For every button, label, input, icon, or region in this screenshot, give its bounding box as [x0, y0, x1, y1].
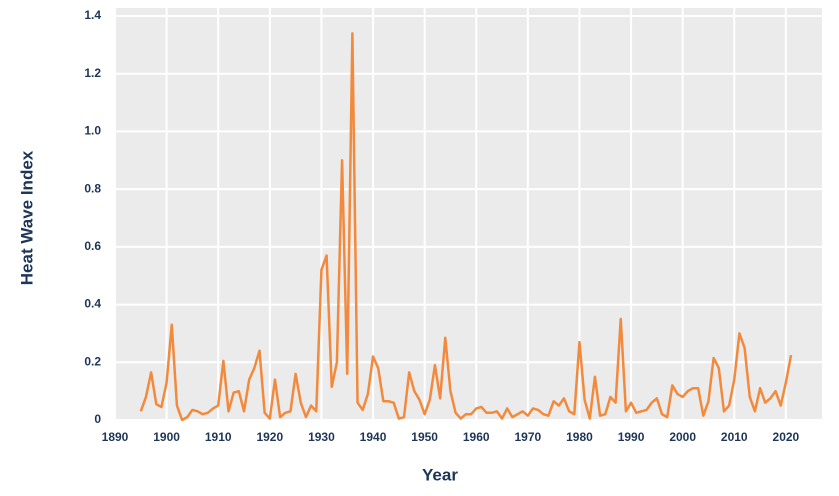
x-tick-label: 2010: [721, 430, 748, 444]
x-tick-label: 1960: [463, 430, 490, 444]
data-line: [139, 32, 793, 422]
y-tick-label: 1.2: [84, 66, 101, 80]
x-tick-label: 1920: [256, 430, 283, 444]
plot-background: [115, 8, 822, 420]
x-tick-label: 1970: [514, 430, 541, 444]
y-tick-label: 1.0: [84, 124, 101, 138]
x-axis-title: Year: [422, 465, 458, 484]
y-axis-title: Heat Wave Index: [17, 150, 36, 285]
x-tick-label: 1950: [411, 430, 438, 444]
y-tick-label: 0.2: [84, 354, 101, 368]
y-tick-label: 0: [94, 412, 101, 426]
y-tick-label: 1.4: [84, 8, 101, 22]
x-tick-label: 2000: [669, 430, 696, 444]
x-tick-label: 1940: [360, 430, 387, 444]
x-tick-label: 1900: [153, 430, 180, 444]
y-tick-label: 0.4: [84, 297, 101, 311]
x-tick-label: 1990: [618, 430, 645, 444]
x-tick-label: 1930: [308, 430, 335, 444]
y-tick-label: 0.8: [84, 181, 101, 195]
x-tick-label: 2020: [773, 430, 800, 444]
x-tick-label: 1910: [205, 430, 232, 444]
x-tick-label: 1980: [566, 430, 593, 444]
x-tick-label: 1890: [102, 430, 129, 444]
y-tick-label: 0.6: [84, 239, 101, 253]
